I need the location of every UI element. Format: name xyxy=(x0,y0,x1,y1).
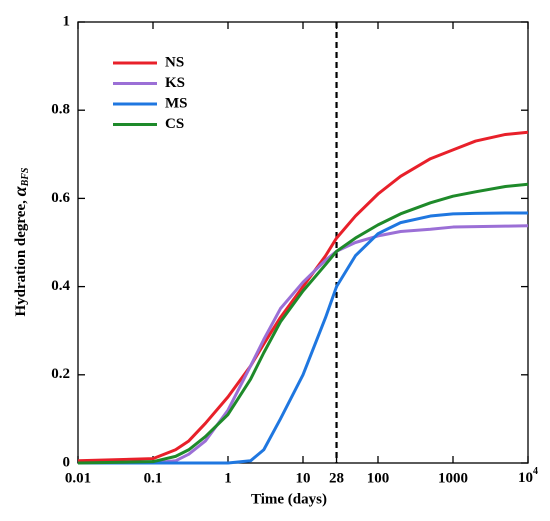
y-tick-label: 0.4 xyxy=(51,278,70,294)
y-tick-label: 1 xyxy=(63,13,71,29)
y-tick-label: 0 xyxy=(63,454,71,470)
y-axis-label: Hydration degree, αBFS xyxy=(10,167,31,316)
series-line xyxy=(78,211,528,465)
x-tick-label: 104 xyxy=(518,466,538,486)
y-tick-label: 0.6 xyxy=(51,190,70,206)
x-tick-label-base: 10 xyxy=(518,470,533,486)
x-tick-label: 10 xyxy=(296,470,311,486)
y-tick-label: 0.2 xyxy=(51,366,70,382)
x-axis-label: Time (days) xyxy=(251,491,327,507)
legend-label: MS xyxy=(165,95,188,111)
y-label-text: Hydration degree, xyxy=(13,196,29,316)
x-tick-label-sup: 4 xyxy=(533,466,538,477)
x-tick-label: 0.1 xyxy=(144,470,163,486)
y-label-subscript: BFS xyxy=(20,167,31,187)
series-line xyxy=(77,130,529,463)
y-tick-label: 0.8 xyxy=(51,102,70,118)
x-tick-label: 1000 xyxy=(438,470,468,486)
legend-label: CS xyxy=(165,116,184,132)
x-tick-label: 1 xyxy=(224,470,232,486)
x-tick-label: 100 xyxy=(367,470,390,486)
legend-label: NS xyxy=(165,54,184,70)
plot-frame xyxy=(77,21,529,464)
legend-label: KS xyxy=(165,75,185,91)
series-line xyxy=(77,182,529,465)
series-line xyxy=(78,224,529,465)
x-tick-label: 0.01 xyxy=(65,470,91,486)
x-tick-label: 28 xyxy=(329,470,344,486)
y-label-symbol: α xyxy=(10,185,30,196)
